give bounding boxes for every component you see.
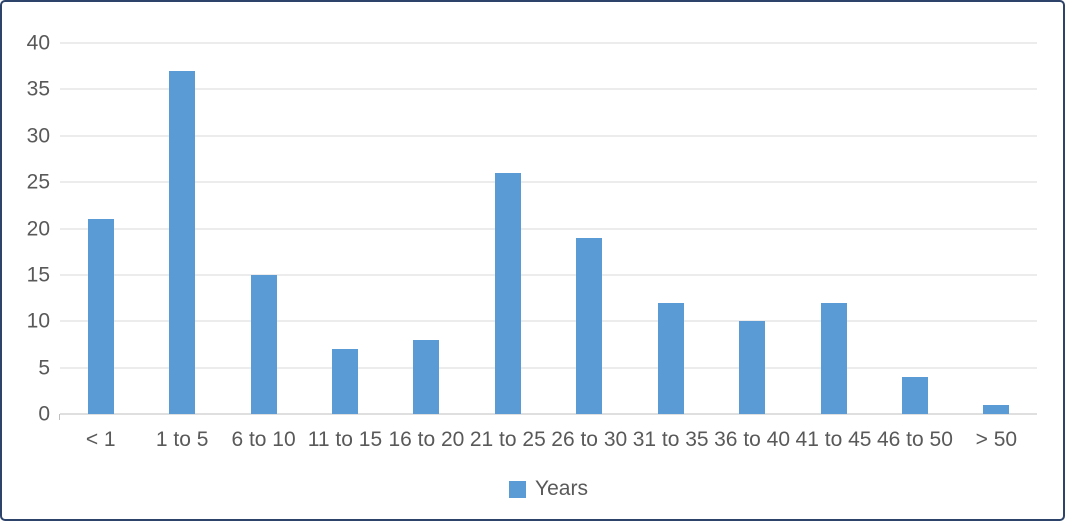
bar — [169, 70, 196, 414]
x-tick-label: 11 to 15 — [307, 428, 383, 451]
bar-band — [630, 43, 711, 414]
bar-band — [874, 43, 955, 414]
bar — [331, 349, 358, 414]
gridline — [60, 367, 1037, 369]
y-tick-label: 35 — [26, 77, 50, 101]
bar-band — [141, 43, 222, 414]
gridlines — [60, 42, 1037, 415]
x-tick-label: 41 to 45 — [795, 428, 872, 451]
y-axis: 0 5 10 15 20 25 30 35 40 — [2, 33, 52, 425]
gridline — [60, 228, 1037, 229]
gridline — [60, 181, 1037, 183]
y-tick-label: 10 — [26, 309, 50, 333]
x-axis: < 1 1 to 5 6 to 10 11 to 15 16 to 20 21 to 25… — [60, 427, 1037, 453]
bar — [820, 302, 847, 414]
x-tick-label: < 1 — [85, 428, 116, 451]
y-tick-label: 40 — [26, 31, 50, 55]
bar — [576, 237, 603, 414]
bar — [901, 376, 928, 414]
x-tick-label: 21 to 25 — [469, 428, 546, 451]
plot-area — [59, 42, 1037, 420]
x-tick-label: 36 to 40 — [714, 428, 791, 451]
bar-band — [223, 43, 304, 414]
bar-band — [711, 43, 792, 414]
bar-band — [386, 43, 467, 414]
bar — [657, 302, 684, 414]
y-tick-label: 15 — [26, 263, 50, 287]
x-tick-label: 16 to 20 — [388, 428, 465, 451]
x-tick-label: 6 to 10 — [231, 428, 296, 451]
y-tick-label: 30 — [26, 124, 50, 148]
x-tick-label: 46 to 50 — [876, 428, 953, 451]
bar-band — [60, 43, 141, 414]
bar — [494, 172, 521, 414]
x-tick-label: > 50 — [975, 428, 1018, 451]
bar-band — [304, 43, 385, 414]
y-tick-label: 20 — [26, 217, 50, 240]
y-tick-label: 25 — [26, 170, 50, 194]
bar-band — [549, 43, 630, 414]
gridline — [60, 88, 1037, 90]
legend-swatch-icon — [509, 480, 527, 498]
bar — [739, 321, 766, 414]
bar — [250, 274, 277, 414]
gridline — [60, 42, 1037, 44]
x-tick-label: 1 to 5 — [155, 428, 209, 451]
x-axis-line — [60, 413, 1037, 415]
gridline — [60, 320, 1037, 322]
legend: Years — [60, 478, 1037, 500]
x-tick-label: 31 to 35 — [632, 428, 709, 451]
x-tick-label: 26 to 30 — [551, 428, 628, 451]
bar — [983, 404, 1010, 414]
bar — [87, 219, 114, 414]
bars-container — [60, 43, 1037, 414]
y-tick-label: 5 — [38, 356, 50, 380]
bar-band — [467, 43, 548, 414]
bar-band — [793, 43, 874, 414]
axis-tick — [59, 414, 60, 420]
y-tick-label: 0 — [38, 402, 50, 426]
bar — [413, 339, 440, 414]
gridline — [60, 135, 1037, 137]
legend-label: Years — [535, 477, 588, 500]
gridline — [60, 274, 1037, 276]
bar-band — [956, 43, 1037, 414]
